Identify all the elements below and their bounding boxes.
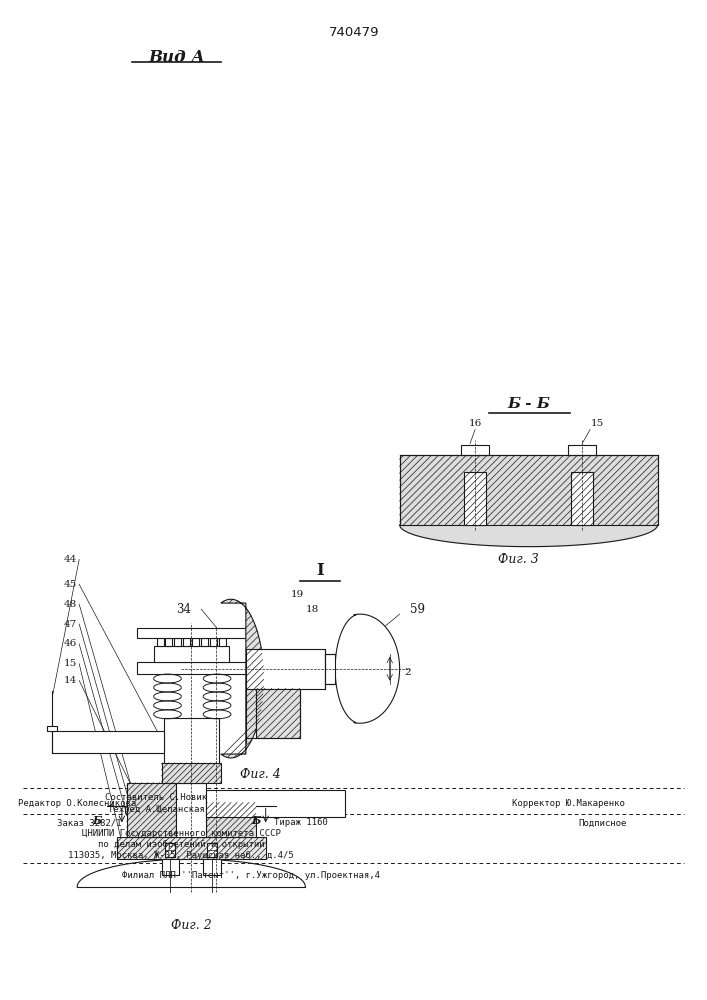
Text: 15: 15 xyxy=(64,659,77,668)
Polygon shape xyxy=(399,455,658,525)
Text: 45: 45 xyxy=(64,580,77,589)
Text: 18: 18 xyxy=(305,605,319,614)
Bar xyxy=(165,638,173,646)
Polygon shape xyxy=(221,599,264,758)
Text: Техред А.Щепанская: Техред А.Щепанская xyxy=(108,805,205,814)
Text: 20: 20 xyxy=(281,679,294,688)
Text: Корректор Ю.Макаренко: Корректор Ю.Макаренко xyxy=(512,799,625,808)
Text: Составитель С.Новик: Составитель С.Новик xyxy=(105,793,208,802)
Polygon shape xyxy=(399,525,658,547)
Text: ЦНИИПИ Государственного комитета СССР: ЦНИИПИ Государственного комитета СССР xyxy=(82,829,281,838)
Bar xyxy=(136,628,246,638)
Bar xyxy=(175,638,182,646)
Text: Тираж 1160: Тираж 1160 xyxy=(274,818,327,827)
Text: Подписное: Подписное xyxy=(578,818,626,827)
Text: 16: 16 xyxy=(469,419,481,428)
Bar xyxy=(571,472,593,525)
Bar xyxy=(464,472,486,525)
Bar xyxy=(203,859,221,875)
Bar xyxy=(177,783,206,837)
Bar xyxy=(153,646,229,662)
Text: 59: 59 xyxy=(409,603,425,616)
Text: 14: 14 xyxy=(64,676,77,685)
Text: Б: Б xyxy=(93,815,102,826)
Text: 21: 21 xyxy=(315,649,329,658)
Polygon shape xyxy=(335,614,399,723)
Text: 47: 47 xyxy=(64,620,77,629)
Bar xyxy=(219,638,226,646)
Bar xyxy=(156,638,163,646)
Bar xyxy=(136,662,246,674)
Text: 44: 44 xyxy=(64,555,77,564)
Text: Редактор О.Колесникова: Редактор О.Колесникова xyxy=(18,799,136,808)
Polygon shape xyxy=(77,859,305,887)
Bar xyxy=(210,638,217,646)
Text: 113035, Москва, Ж-35, Раушская наб., д.4/5: 113035, Москва, Ж-35, Раушская наб., д.4… xyxy=(69,851,294,860)
Text: 34: 34 xyxy=(176,603,192,616)
Bar xyxy=(161,859,180,875)
Bar xyxy=(163,718,219,763)
Text: Филиал ПЛП ''Патент'', г.Ужгород, ул.Проектная,4: Филиал ПЛП ''Патент'', г.Ужгород, ул.Про… xyxy=(122,871,380,880)
Polygon shape xyxy=(117,837,266,859)
Text: 19: 19 xyxy=(291,590,304,599)
Text: Вид А: Вид А xyxy=(148,49,205,66)
Bar xyxy=(206,790,345,817)
Text: I: I xyxy=(317,562,324,579)
Bar xyxy=(207,843,217,857)
Text: по делам изобретений и открытий: по делам изобретений и открытий xyxy=(98,840,264,849)
Bar xyxy=(52,731,163,753)
Text: 11: 11 xyxy=(251,692,264,701)
Bar xyxy=(201,638,208,646)
Text: Фиг. 3: Фиг. 3 xyxy=(498,553,539,566)
Bar xyxy=(192,638,199,646)
Text: 740479: 740479 xyxy=(329,26,379,39)
Text: Б - Б: Б - Б xyxy=(507,397,550,411)
Text: Заказ 3282/1: Заказ 3282/1 xyxy=(57,818,122,827)
Text: Фиг. 2: Фиг. 2 xyxy=(171,919,211,932)
Text: 2: 2 xyxy=(404,668,411,677)
Text: 15: 15 xyxy=(590,419,604,428)
Polygon shape xyxy=(127,783,177,837)
Bar xyxy=(165,843,175,857)
Bar xyxy=(461,445,489,455)
Polygon shape xyxy=(206,803,256,837)
Polygon shape xyxy=(77,859,305,887)
Text: 46: 46 xyxy=(64,639,77,648)
Bar xyxy=(183,638,190,646)
Bar xyxy=(47,726,57,731)
Text: Б: Б xyxy=(251,815,260,826)
Bar xyxy=(325,654,335,684)
Bar xyxy=(568,445,596,455)
Text: 48: 48 xyxy=(64,600,77,609)
Polygon shape xyxy=(161,763,221,783)
Text: Фиг. 4: Фиг. 4 xyxy=(240,768,281,781)
Polygon shape xyxy=(256,689,300,738)
Bar xyxy=(246,649,325,689)
